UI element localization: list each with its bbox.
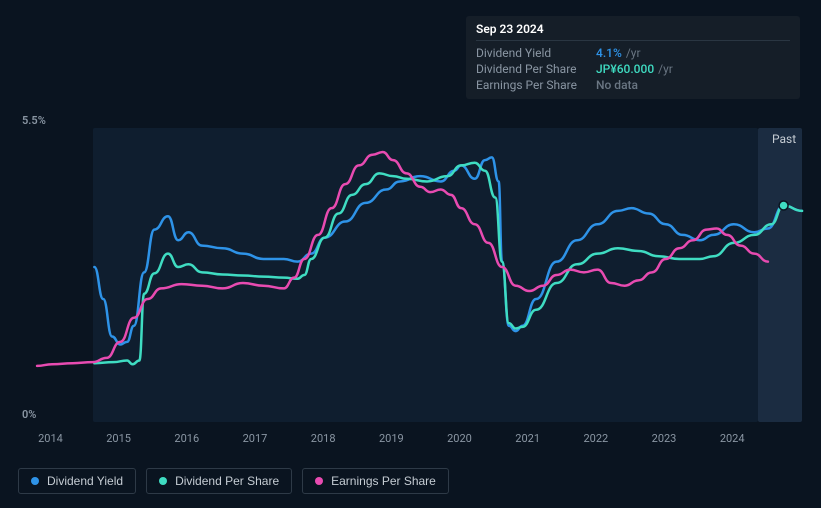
series-earnings-per-share [37, 152, 768, 366]
dividend-chart: 5.5% 0% Past 2014 2015 2016 2017 2018 2019 2020… [0, 0, 821, 508]
tooltip-row: Earnings Per ShareNo data [476, 77, 790, 93]
tooltip-value: 4.1% [596, 46, 622, 60]
tooltip-label: Earnings Per Share [476, 78, 596, 92]
legend-marker-icon [31, 477, 39, 485]
series-marker [779, 201, 788, 210]
x-axis-tick: 2024 [720, 432, 745, 445]
x-axis-tick: 2017 [243, 432, 268, 445]
y-axis-tick: 0% [22, 408, 36, 421]
tooltip-value: JP¥60.000 [596, 62, 654, 76]
x-axis-tick: 2023 [652, 432, 677, 445]
legend-marker-icon [315, 477, 323, 485]
legend-item-earnings-per-share[interactable]: Earnings Per Share [302, 468, 449, 494]
chart-tooltip: Sep 23 2024 Dividend Yield4.1%/yrDividen… [466, 16, 800, 99]
y-axis-tick: 5.5% [22, 114, 46, 127]
x-axis-tick: 2022 [583, 432, 608, 445]
tooltip-date: Sep 23 2024 [476, 22, 790, 41]
x-axis-tick: 2015 [106, 432, 131, 445]
x-axis-tick: 2019 [379, 432, 404, 445]
series-dividend-yield [94, 157, 802, 344]
legend-label: Earnings Per Share [331, 474, 436, 488]
legend-label: Dividend Per Share [175, 474, 279, 488]
past-label: Past [772, 132, 796, 146]
legend-item-dividend-per-share[interactable]: Dividend Per Share [146, 468, 292, 494]
tooltip-row: Dividend Yield4.1% /yr [476, 45, 790, 61]
chart-legend: Dividend Yield Dividend Per Share Earnings… [18, 468, 449, 494]
tooltip-suffix: /yr [626, 46, 641, 60]
x-axis-tick: 2014 [38, 432, 63, 445]
tooltip-suffix: /yr [658, 62, 673, 76]
x-axis-tick: 2016 [174, 432, 199, 445]
x-axis-tick: 2020 [447, 432, 472, 445]
tooltip-row: Dividend Per ShareJP¥60.000/yr [476, 61, 790, 77]
legend-marker-icon [159, 477, 167, 485]
tooltip-label: Dividend Yield [476, 46, 596, 60]
legend-label: Dividend Yield [47, 474, 123, 488]
tooltip-value: No data [596, 78, 638, 92]
tooltip-label: Dividend Per Share [476, 62, 596, 76]
legend-item-dividend-yield[interactable]: Dividend Yield [18, 468, 136, 494]
x-axis-tick: 2018 [311, 432, 336, 445]
x-axis-tick: 2021 [515, 432, 540, 445]
